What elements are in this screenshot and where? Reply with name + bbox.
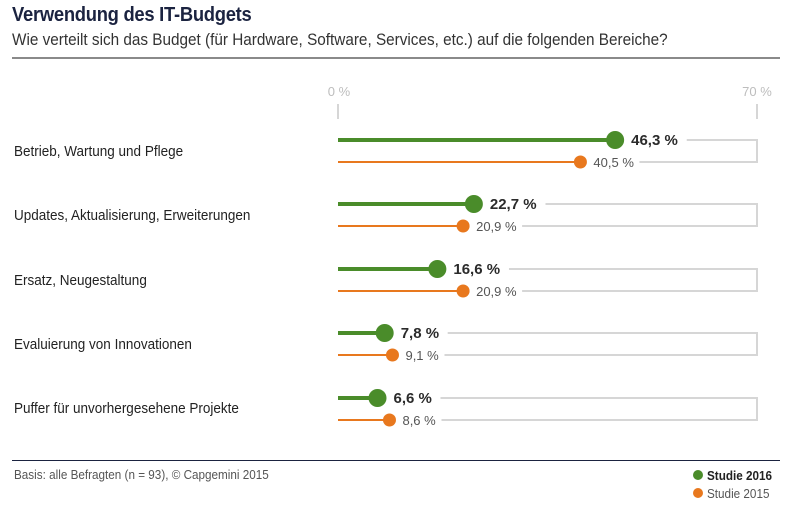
dot-2016 (428, 260, 447, 278)
x-tick-label: 70 % (742, 84, 772, 99)
value-label-2015: 20,9 % (476, 284, 517, 299)
dot-2016 (606, 131, 625, 149)
category-label: Betrieb, Wartung und Pflege (14, 143, 184, 160)
category-label: Ersatz, Neugestaltung (14, 272, 147, 289)
legend-item-2016: Studie 2016 (692, 466, 779, 484)
legend-dot-2015 (692, 488, 703, 498)
legend: Studie 2016 Studie 2015 (692, 466, 779, 502)
value-label-2016: 7,8 % (401, 325, 439, 342)
value-label-2015: 8,6 % (402, 413, 436, 428)
guide-bracket (508, 268, 758, 292)
chart-subtitle: Wie verteilt sich das Budget (für Hardwa… (12, 30, 668, 49)
top-divider (12, 57, 780, 59)
dot-2015 (573, 155, 587, 169)
dot-2015 (456, 219, 470, 233)
source-note: Basis: alle Befragten (n = 93), © Capgem… (14, 467, 269, 482)
dot-2015 (382, 413, 396, 427)
guide-bracket (522, 203, 758, 227)
category-label: Puffer für unvorhergesehene Projekte (14, 400, 239, 417)
guide-bracket (444, 332, 758, 356)
dot-2016 (368, 389, 387, 407)
value-label-2015: 40,5 % (593, 155, 634, 170)
value-label-2016: 6,6 % (394, 390, 432, 407)
dot-2016 (375, 324, 394, 342)
legend-label: Studie 2016 (706, 467, 772, 483)
value-label-2016: 16,6 % (453, 261, 500, 278)
dot-2015 (456, 284, 470, 298)
legend-item-2015: Studie 2015 (692, 484, 779, 502)
x-tick-label: 0 % (328, 84, 351, 99)
dot-2015 (385, 348, 399, 362)
value-label-2015: 9,1 % (405, 348, 439, 363)
bottom-divider (12, 460, 780, 461)
value-label-2016: 22,7 % (490, 196, 537, 213)
category-label: Evaluierung von Innovationen (14, 336, 192, 353)
value-label-2016: 46,3 % (631, 132, 678, 149)
legend-label: Studie 2015 (706, 485, 770, 501)
legend-dot-2016 (692, 470, 703, 480)
guide-bracket (639, 139, 758, 163)
dot-2016 (464, 195, 483, 213)
guide-bracket (440, 397, 758, 421)
value-label-2015: 20,9 % (476, 219, 517, 234)
chart-title: Verwendung des IT-Budgets (12, 4, 252, 26)
category-label: Updates, Aktualisierung, Erweiterungen (14, 207, 251, 224)
